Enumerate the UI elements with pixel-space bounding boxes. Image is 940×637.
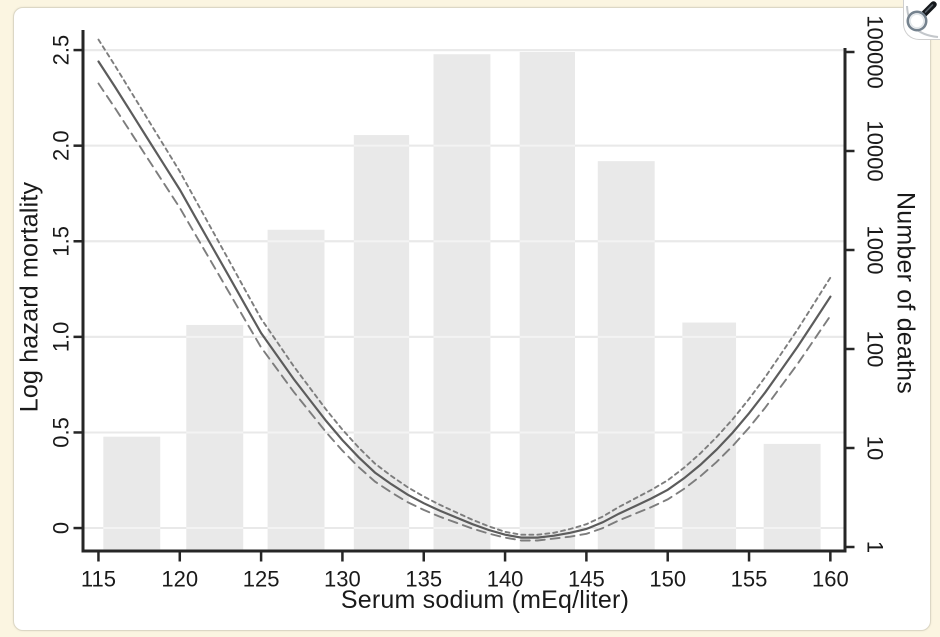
x-tick-label: 115 (81, 567, 116, 592)
x-tick-label: 125 (243, 567, 280, 592)
left-y-axis-title: Log hazard mortality (15, 181, 44, 413)
histogram-bar (519, 52, 576, 551)
histogram-bar (763, 443, 821, 551)
right-tick-label: 1000 (862, 226, 887, 275)
histogram-bar (267, 229, 325, 551)
histogram-bar (433, 54, 491, 552)
x-axis-title: Serum sodium (mEq/liter) (340, 586, 630, 614)
right-tick-label: 1 (862, 541, 887, 553)
right-y-axis-title: Number of deaths (891, 192, 920, 394)
histogram-bar (682, 322, 737, 551)
x-tick-label: 160 (812, 567, 849, 592)
magnifier-icon (906, 1, 939, 38)
x-tick-label: 145 (568, 567, 605, 592)
x-tick-label: 150 (649, 567, 686, 592)
x-tick-label: 155 (731, 567, 768, 592)
left-tick-label: 1.0 (49, 322, 74, 353)
right-tick-label: 10 (862, 436, 887, 460)
histogram-bar (353, 135, 410, 551)
lower-confidence-limit-curve (97, 82, 832, 542)
x-tick-label: 135 (405, 567, 442, 592)
right-tick-label: 10000 (862, 120, 887, 181)
histogram-bar (186, 324, 244, 551)
left-tick-label: 0 (49, 522, 74, 534)
zoom-tool-button[interactable] (903, 0, 940, 40)
upper-confidence-limit-curve (97, 38, 832, 536)
left-tick-label: 0.5 (49, 417, 74, 448)
left-tick-label: 1.5 (49, 226, 74, 257)
histogram-bar (103, 436, 161, 551)
x-tick-label: 130 (324, 567, 361, 592)
x-tick-label: 140 (487, 567, 524, 592)
right-tick-label: 100000 (862, 15, 887, 88)
left-tick-label: 2.5 (49, 35, 74, 66)
x-tick-label: 120 (161, 567, 198, 592)
right-tick-label: 100 (862, 331, 887, 368)
left-tick-label: 2.0 (49, 130, 74, 161)
histogram-bar (597, 161, 655, 551)
log-hazard-estimate-curve (97, 60, 832, 539)
